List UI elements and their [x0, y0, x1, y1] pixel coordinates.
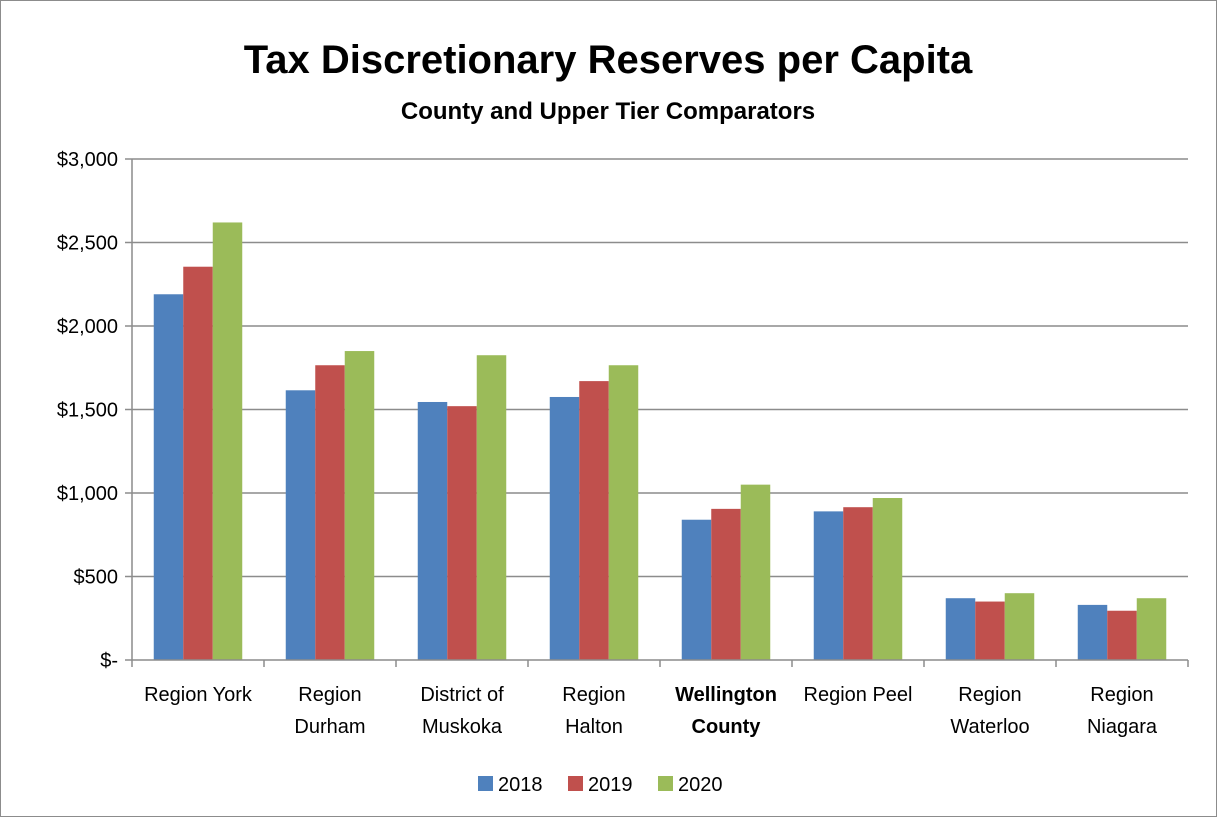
bar-2018: [945, 598, 976, 660]
bar-2020: [740, 484, 771, 660]
x-tick-label: Region: [958, 684, 1021, 706]
x-tick-label: Wellington: [675, 684, 777, 706]
legend-swatch-2019: [568, 776, 583, 791]
x-tick-label: Region York: [144, 684, 253, 706]
bar-2019: [579, 381, 609, 660]
y-tick-label: $3,000: [57, 149, 118, 171]
bar-2019: [843, 507, 873, 660]
x-axis: Region York Region Durham District of Muskok…: [131, 659, 1189, 738]
bar-2018: [813, 511, 844, 660]
bar-2019: [1107, 610, 1137, 660]
y-tick-label: $2,000: [57, 316, 118, 338]
bar-2018: [681, 519, 712, 660]
x-tick-label: Niagara: [1087, 716, 1158, 738]
x-tick-label: County: [692, 716, 762, 738]
bar-2020: [608, 365, 639, 660]
legend-label-2019: 2019: [588, 774, 633, 796]
legend-swatch-2018: [478, 776, 493, 791]
chart-subtitle: County and Upper Tier Comparators: [401, 98, 815, 125]
x-tick-label: District of: [420, 684, 504, 706]
legend-label-2018: 2018: [498, 774, 543, 796]
x-tick-label: Region: [562, 684, 625, 706]
bar-2019: [975, 601, 1005, 660]
chart-title: Tax Discretionary Reserves per Capita: [244, 38, 973, 82]
y-tick-label: $2,500: [57, 233, 118, 255]
x-tick-label: Region Peel: [804, 684, 913, 706]
y-axis: $- $500 $1,000 $1,500 $2,000 $2,500 $3,000: [57, 149, 133, 672]
bar-2020: [476, 355, 507, 660]
bar-2020: [872, 498, 903, 660]
bar-2019: [183, 266, 213, 660]
y-tick-label: $-: [100, 650, 118, 672]
bar-2018: [285, 390, 316, 660]
bar-2020: [1136, 598, 1167, 660]
y-tick-label: $1,500: [57, 400, 118, 422]
bar-2020: [212, 222, 243, 660]
bar-2019: [447, 406, 477, 660]
bar-2019: [711, 508, 741, 660]
x-tick-label: Region: [1090, 684, 1153, 706]
x-tick-label: Region: [298, 684, 361, 706]
bar-2018: [153, 294, 184, 660]
legend-label-2020: 2020: [678, 774, 723, 796]
bar-2019: [315, 365, 345, 660]
x-tick-label: Durham: [294, 716, 365, 738]
legend-swatch-2020: [658, 776, 673, 791]
bars: [153, 222, 1167, 660]
bar-2018: [417, 401, 448, 660]
bar-2018: [1077, 604, 1108, 660]
y-tick-label: $500: [74, 567, 119, 589]
x-tick-label: Muskoka: [422, 716, 503, 738]
y-tick-label: $1,000: [57, 483, 118, 505]
bar-2020: [1004, 593, 1035, 660]
bar-2018: [549, 396, 580, 660]
legend: 2018 2019 2020: [478, 774, 723, 796]
bar-2020: [344, 351, 375, 660]
x-tick-label: Waterloo: [950, 716, 1029, 738]
x-tick-label: Halton: [565, 716, 623, 738]
